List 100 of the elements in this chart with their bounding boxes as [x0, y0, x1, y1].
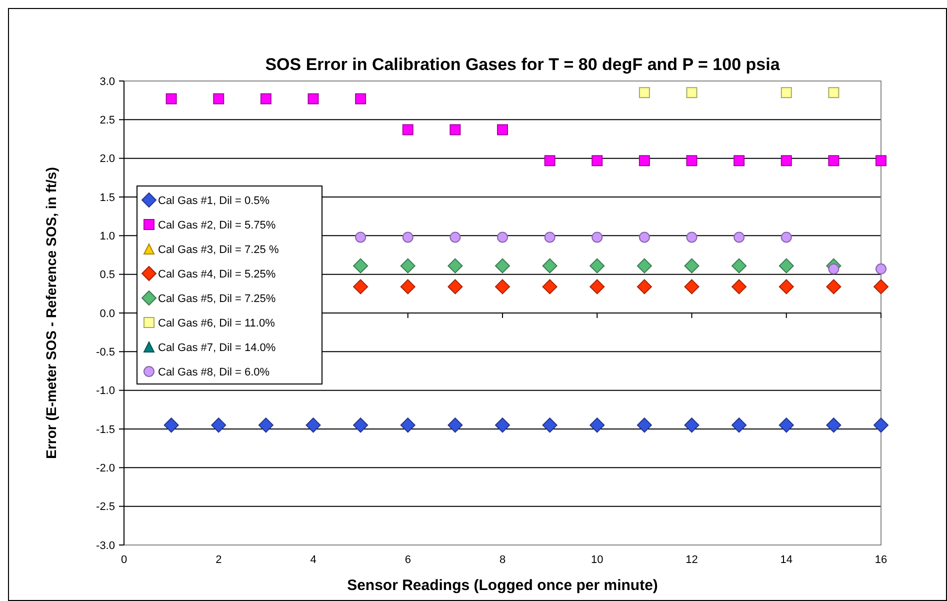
y-tick-label: 2.5 — [100, 114, 115, 127]
point — [400, 418, 416, 433]
point — [308, 93, 319, 104]
point — [353, 418, 368, 433]
y-tick-label: 0.5 — [100, 269, 115, 282]
point — [638, 87, 650, 98]
point — [400, 258, 416, 274]
point — [828, 155, 840, 166]
point — [778, 418, 794, 433]
y-axis-title: Error (E-meter SOS - Reference SOS, in ft/s) — [43, 167, 59, 459]
x-tick-label: 10 — [591, 554, 604, 566]
point — [826, 279, 842, 294]
point — [353, 279, 368, 294]
point — [734, 232, 745, 243]
point — [353, 258, 368, 274]
y-tick-label: -3.0 — [96, 540, 115, 552]
point — [542, 258, 558, 274]
point — [778, 258, 794, 274]
point — [590, 279, 605, 294]
point — [495, 418, 510, 433]
point — [686, 87, 698, 98]
point — [402, 232, 414, 243]
point — [260, 93, 272, 104]
point — [497, 232, 508, 243]
legend-label: Cal Gas #1, Dil = 0.5% — [158, 194, 270, 207]
point — [638, 232, 650, 243]
point — [402, 124, 414, 136]
point — [450, 232, 461, 243]
point — [592, 155, 603, 166]
x-tick-label: 4 — [310, 554, 316, 566]
point — [355, 232, 366, 243]
point — [780, 232, 792, 243]
x-tick-label: 8 — [499, 554, 506, 566]
point — [213, 93, 224, 104]
y-tick-label: 2.0 — [100, 153, 115, 166]
chart-title: SOS Error in Calibration Gases for T = 80 degF and P = 100 psia — [265, 55, 780, 74]
point — [258, 418, 274, 433]
y-tick-label: 1.0 — [100, 230, 115, 243]
point — [355, 93, 366, 104]
legend-label: Cal Gas #5, Dil = 7.25% — [158, 292, 276, 305]
point — [874, 279, 888, 294]
point — [732, 279, 747, 294]
point — [542, 418, 558, 433]
legend-label: Cal Gas #7, Dil = 14.0% — [158, 342, 276, 354]
legend-label: Cal Gas #2, Dil = 5.75% — [158, 219, 276, 232]
point — [686, 155, 698, 166]
point — [684, 418, 700, 433]
point — [636, 258, 652, 274]
y-tick-label: -1.5 — [96, 424, 115, 436]
point — [306, 418, 321, 433]
point — [400, 279, 416, 294]
point — [592, 232, 603, 243]
point — [826, 418, 842, 433]
point — [876, 263, 886, 274]
legend-label: Cal Gas #4, Dil = 5.25% — [158, 268, 276, 280]
point — [686, 232, 698, 243]
legend-label: Cal Gas #3, Dil = 7.25 % — [158, 244, 279, 256]
x-tick-label: 12 — [686, 554, 698, 566]
point — [542, 279, 558, 294]
point — [544, 155, 556, 166]
point — [448, 279, 463, 294]
x-axis-title: Sensor Readings (Logged once per minute) — [347, 577, 658, 594]
point — [448, 258, 463, 274]
y-tick-label: 1.5 — [100, 192, 115, 204]
point — [780, 155, 792, 166]
point — [778, 279, 794, 294]
x-tick-label: 0 — [120, 554, 128, 566]
point — [497, 124, 508, 136]
x-tick-label: 2 — [216, 554, 222, 566]
point — [636, 279, 652, 294]
point — [684, 258, 700, 274]
point — [166, 93, 177, 104]
point — [734, 155, 745, 166]
x-tick-label: 14 — [780, 554, 792, 566]
point — [732, 418, 747, 433]
y-tick-label: -0.5 — [96, 346, 115, 359]
point — [828, 87, 840, 98]
point — [495, 258, 510, 274]
point — [590, 418, 605, 433]
x-tick-label: 6 — [404, 554, 411, 566]
point — [450, 124, 461, 136]
point — [638, 155, 650, 166]
y-tick-label: 0.0 — [100, 308, 115, 320]
point — [164, 418, 179, 433]
point — [448, 418, 463, 433]
point — [828, 263, 840, 274]
x-tick-label: 16 — [874, 554, 888, 566]
legend-label: Cal Gas #6, Dil = 11.0% — [158, 317, 276, 330]
y-tick-label: 3.0 — [100, 76, 115, 88]
point — [636, 418, 652, 433]
point — [874, 418, 888, 433]
point — [780, 87, 792, 98]
point — [211, 418, 226, 433]
y-tick-label: -2.0 — [96, 462, 115, 475]
legend-label: Cal Gas #8, Dil = 6.0% — [158, 366, 270, 378]
point — [732, 258, 747, 274]
point — [590, 258, 605, 274]
point — [684, 279, 700, 294]
y-tick-label: -2.5 — [96, 501, 115, 514]
point — [876, 155, 886, 166]
